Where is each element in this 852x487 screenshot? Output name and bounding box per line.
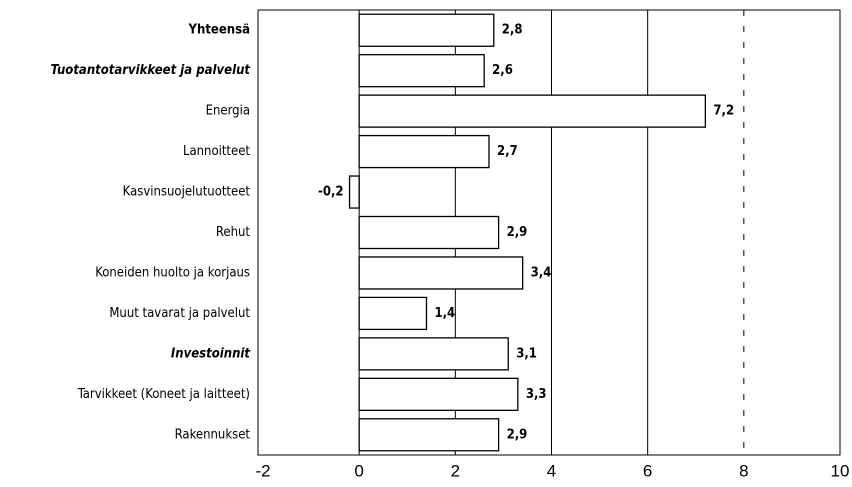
x-tick-label: 10 — [831, 461, 850, 480]
x-tick-label: 0 — [354, 461, 363, 480]
value-label: 7,2 — [713, 104, 734, 119]
bar — [358, 337, 509, 371]
value-label: 2,7 — [497, 144, 518, 159]
value-label: 2,9 — [507, 225, 528, 240]
y-tick-label: Yhteensä — [188, 23, 250, 38]
x-tick-label: 8 — [739, 461, 748, 480]
bar — [358, 134, 490, 169]
y-tick-label: Rakennukset — [175, 427, 251, 442]
bar — [348, 175, 360, 209]
y-tick-label: Tuotantotarvikkeet ja palvelut — [51, 63, 251, 78]
x-tick-label: 6 — [643, 461, 652, 480]
y-tick-label: Tarvikkeet (Koneet ja laitteet) — [77, 387, 250, 402]
bar — [358, 215, 500, 250]
value-label: 2,9 — [507, 427, 528, 442]
y-tick-label: Investoinnit — [171, 346, 250, 361]
bar — [358, 256, 524, 290]
bar — [358, 296, 428, 331]
value-label: 3,1 — [516, 346, 537, 361]
y-tick-label: Lannoitteet — [183, 144, 250, 159]
value-label: 1,4 — [434, 306, 455, 321]
y-tick-label: Koneiden huolto ja korjaus — [95, 265, 250, 280]
y-tick-label: Muut tavarat ja palvelut — [109, 306, 250, 321]
x-tick-label: 4 — [547, 461, 556, 480]
y-tick-label: Rehut — [216, 225, 251, 240]
y-tick-label: Energia — [206, 104, 250, 119]
bar — [358, 94, 707, 128]
value-label: 2,6 — [492, 63, 513, 78]
value-label: 3,4 — [531, 265, 552, 280]
y-tick-label: Kasvinsuojelutuotteet — [123, 185, 251, 200]
bar — [358, 13, 495, 47]
x-tick-label: 2 — [451, 461, 460, 480]
value-label: 3,3 — [526, 387, 547, 402]
bar — [358, 418, 500, 452]
bar — [358, 377, 519, 411]
plot-frame — [257, 9, 841, 456]
bar — [358, 54, 485, 88]
value-label: -0,2 — [318, 185, 344, 200]
x-tick-label: -2 — [255, 461, 270, 480]
value-label: 2,8 — [502, 23, 523, 38]
